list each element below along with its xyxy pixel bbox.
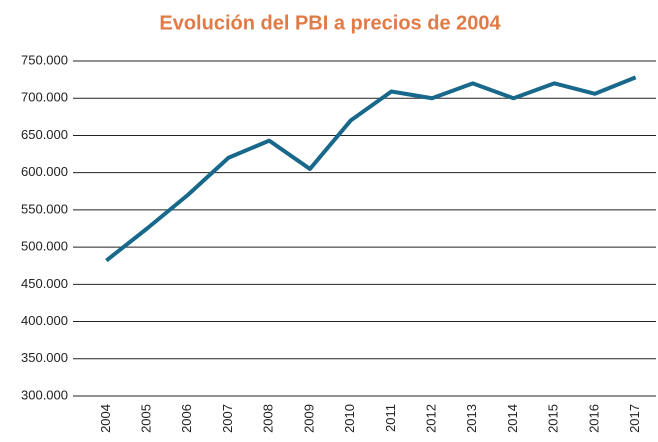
x-tick-label: 2014 (505, 404, 520, 433)
y-tick-label: 350.000 (21, 350, 68, 365)
x-tick-label: 2015 (546, 404, 561, 433)
y-tick-label: 700.000 (21, 90, 68, 105)
x-tick-label: 2008 (261, 404, 276, 433)
x-tick-label: 2004 (98, 404, 113, 433)
x-tick-label: 2016 (586, 404, 601, 433)
y-tick-label: 450.000 (21, 276, 68, 291)
x-tick-label: 2007 (220, 404, 235, 433)
x-tick-label: 2011 (383, 404, 398, 432)
y-tick-label: 600.000 (21, 164, 68, 179)
y-tick-label: 750.000 (21, 52, 68, 67)
x-tick-label: 2013 (464, 404, 479, 433)
x-tick-label: 2010 (342, 404, 357, 433)
x-tick-label: 2009 (301, 404, 316, 433)
x-tick-label: 2006 (179, 404, 194, 433)
y-tick-label: 550.000 (21, 201, 68, 216)
y-tick-label: 650.000 (21, 127, 68, 142)
y-tick-label: 300.000 (21, 387, 68, 402)
x-tick-label: 2005 (139, 404, 154, 433)
y-tick-label: 500.000 (21, 239, 68, 254)
data-line (105, 75, 637, 263)
x-tick-label: 2012 (424, 404, 439, 433)
y-tick-label: 400.000 (21, 313, 68, 328)
chart-title: Evolución del PBI a precios de 2004 (159, 12, 501, 34)
x-tick-label: 2017 (627, 404, 642, 433)
